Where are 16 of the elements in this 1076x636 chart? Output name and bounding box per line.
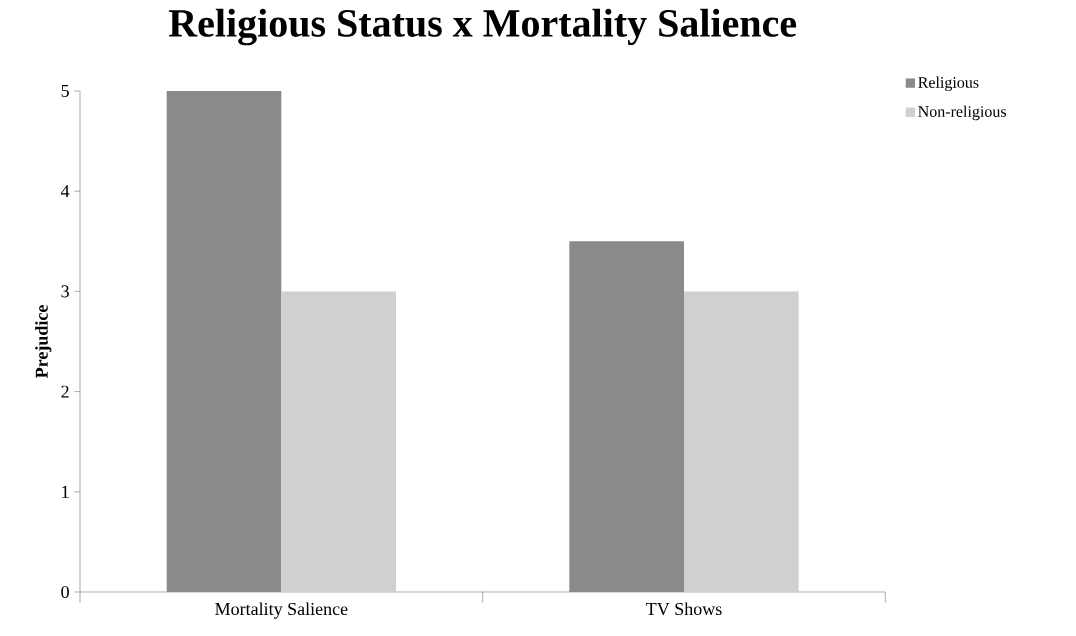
y-tick-label: 4 [60,185,70,198]
y-tick-label: 1 [62,485,69,498]
bar [684,291,799,592]
y-tick-label: 5 [61,85,69,97]
x-tick-label: Mortality Salience [215,602,348,619]
y-tick-label: 2 [61,385,69,398]
chart-title: Religious Status x Mortality Salience [168,8,797,46]
bar [569,241,684,592]
legend-label: Religious [918,76,979,92]
bar [281,291,397,592]
y-tick-label: 0 [61,585,69,599]
x-tick-label: TV Shows [646,602,722,616]
bar [166,91,282,592]
legend-label: Non-religious [918,105,1006,121]
y-tick-label: 3 [61,285,69,298]
y-axis-title: Prejudice [35,305,52,378]
